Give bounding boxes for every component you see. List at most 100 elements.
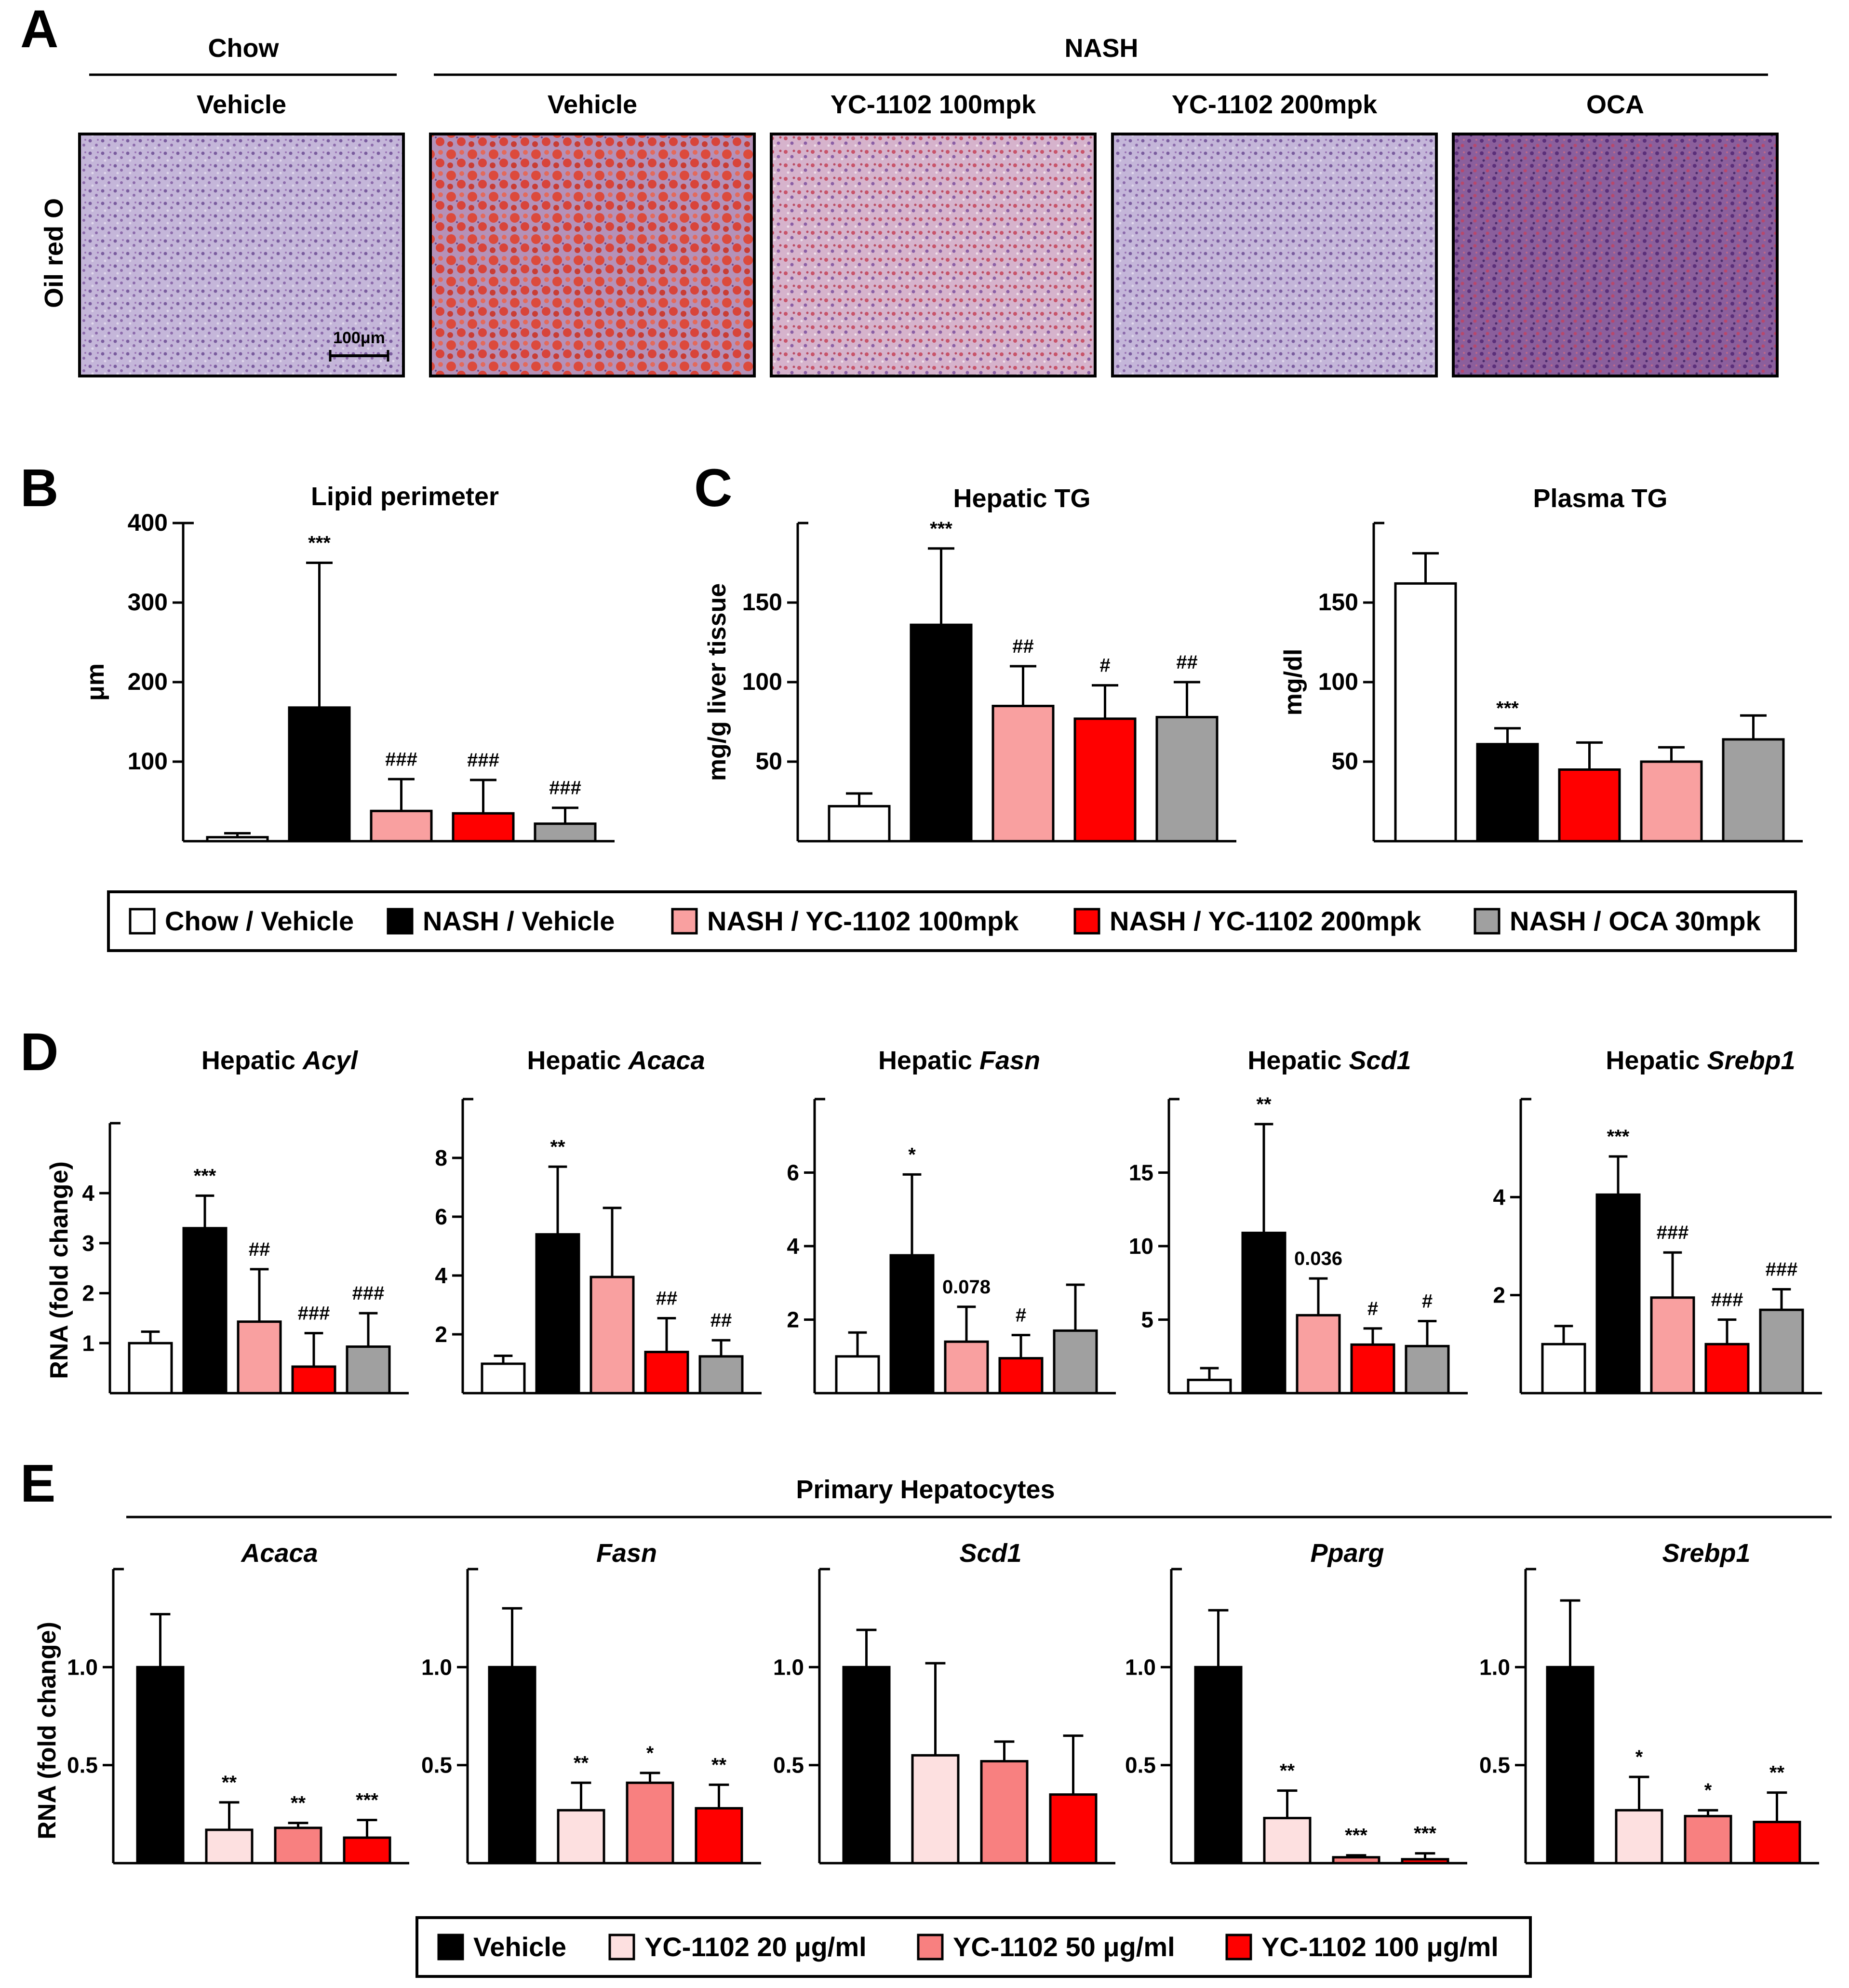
bar [535,1233,580,1395]
panel-a-micrographs: Vehicle Vehicle YC-1102 100mpk YC-1102 200m… [78,90,1779,377]
bar [291,1365,336,1395]
chart-lipid-perimeter: Lipid perimeter μm 100 200 300 400 *** ### ### ##… [81,482,615,843]
chart-title: Hepatic Srebp1 [1606,1046,1795,1075]
significance-label: * [646,1743,654,1764]
legend-swatch [608,1934,635,1961]
panel-b-label: B [20,458,58,518]
bar [1541,1343,1586,1395]
bar [1263,1816,1312,1865]
bar [128,1342,173,1395]
panel-e-label: E [20,1454,55,1513]
y-tick-label: 2 [787,1307,799,1332]
chart-title-prefix: Hepatic [527,1046,628,1075]
chart-title: Hepatic Acaca [527,1046,705,1075]
chart-title: Fasn [596,1539,657,1568]
panel-c-label: C [694,458,732,518]
significance-label: ** [1280,1760,1295,1782]
y-tick-label: 4 [787,1234,799,1259]
micrograph-image [770,133,1097,377]
bar [1155,716,1219,843]
y-tick-label: 8 [435,1145,447,1170]
legend-swatch [1073,908,1100,935]
chart-title-gene: Fasn [596,1539,657,1568]
micrograph-image [78,133,405,377]
significance-label: ### [467,750,499,771]
y-tick-label: 5 [1141,1307,1153,1332]
significance-label: 0.036 [1294,1248,1342,1269]
y-tick-label: 1.0 [1125,1654,1156,1679]
bar [1722,738,1785,843]
chart-title-prefix: Hepatic [878,1046,979,1075]
significance-label: # [1422,1291,1433,1312]
legend-label: YC-1102 20 μg/ml [644,1932,867,1962]
significance-label: *** [1414,1823,1436,1844]
bar [842,1666,891,1865]
significance-label: * [1635,1746,1643,1768]
y-axis-label: mg/dl [1279,649,1307,716]
panel-a-image-title: Vehicle [548,90,637,119]
significance-label: ### [298,1303,330,1324]
bar [1476,743,1539,843]
micrograph-image [1452,133,1779,377]
significance-label: *** [356,1790,378,1811]
bar [1332,1856,1380,1865]
bar [136,1666,185,1865]
panel-e-ylabel: RNA (fold change) [33,1622,61,1840]
chart-hepatic-fasn: Hepatic Fasn 2 4 6 * 0.078 # [787,1046,1116,1395]
legend-label: NASH / YC-1102 200mpk [1110,906,1421,936]
significance-label: *** [930,518,952,539]
bar [481,1362,526,1395]
panel-a-row-label: Oil red O [40,198,68,308]
bar [557,1809,605,1865]
bar [944,1340,989,1395]
bar [828,805,891,843]
significance-label: ## [249,1239,270,1260]
legend-e-box [415,1916,1532,1978]
y-axis-label: μm [81,663,109,701]
panel-a-image-title: Vehicle [197,90,286,119]
bar [288,706,351,843]
bar [590,1276,635,1395]
legend-swatch [387,908,414,935]
y-tick-label: 3 [82,1231,94,1256]
significance-label: ## [656,1288,678,1309]
chart-title: Hepatic TG [953,484,1090,513]
significance-label: ### [549,778,581,799]
significance-label: # [1367,1298,1378,1319]
chart-title-prefix: Hepatic [201,1046,303,1075]
y-tick-label: 1.0 [773,1654,804,1679]
chart-title: Hepatic Scd1 [1247,1046,1411,1075]
panel-a-image-title: YC-1102 100mpk [831,90,1036,119]
bar [1405,1344,1450,1395]
significance-label: # [1099,655,1110,676]
bar [1684,1814,1732,1865]
significance-label: ** [711,1754,727,1775]
legend-label: YC-1102 50 μg/ml [953,1932,1175,1962]
y-tick-label: 200 [128,668,168,695]
panel-d-ylabel: RNA (fold change) [45,1161,73,1379]
chart-plasma-tg: Plasma TG mg/dl 50 100 150 *** [1279,484,1803,843]
significance-label: ### [1657,1222,1689,1243]
bar [1650,1296,1695,1395]
bar [1704,1343,1750,1395]
significance-label: *** [1607,1126,1630,1147]
y-tick-label: 1 [82,1330,94,1356]
bar [695,1807,743,1865]
significance-label: ** [1256,1094,1272,1115]
y-tick-label: 0.5 [1479,1753,1510,1778]
significance-label: *** [194,1165,216,1186]
chart-title-gene: Acaca [240,1539,318,1568]
legend-label: Vehicle [473,1932,566,1962]
bar [182,1227,228,1395]
legend-swatch [917,1934,944,1961]
chart-title: Plasma TG [1533,484,1667,513]
significance-label: ### [1711,1290,1743,1311]
significance-label: ## [1012,636,1034,657]
panel-a-image-title: OCA [1586,90,1644,119]
bar [698,1355,744,1395]
